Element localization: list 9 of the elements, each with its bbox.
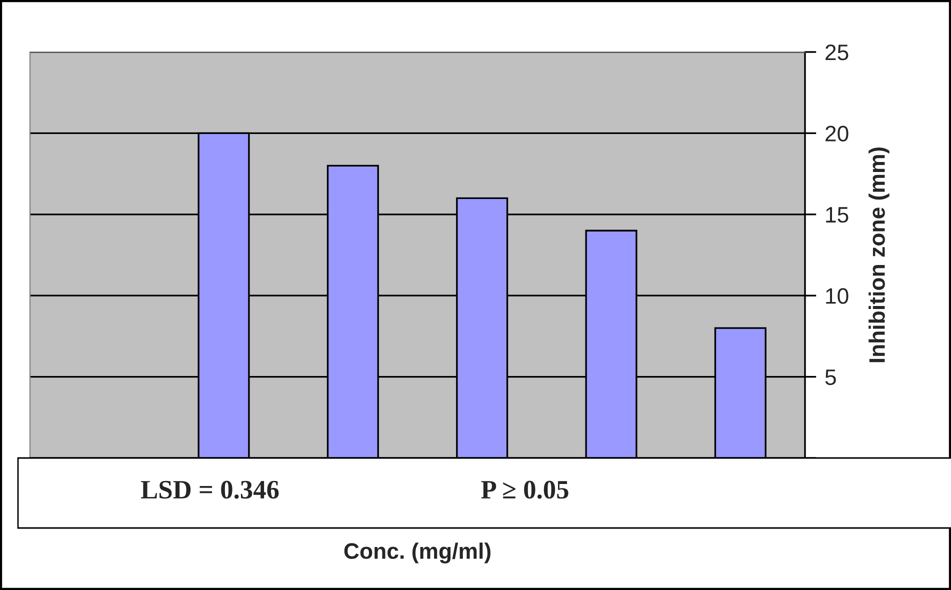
text: LSD = 0.346 <box>140 480 279 499</box>
y-tick-label: 20 <box>826 126 848 142</box>
y-tick-label: 25 <box>826 44 848 60</box>
x-axis-title: Conc. (mg/ml) <box>344 542 490 564</box>
text: P ≥ 0.05 <box>481 480 568 499</box>
y-tick-label: 10 <box>826 288 848 304</box>
y-tick-label: 5 <box>825 370 836 386</box>
y-axis-title: Inhibition zone (mm) <box>868 147 890 362</box>
y-tick-label: 15 <box>826 207 848 223</box>
